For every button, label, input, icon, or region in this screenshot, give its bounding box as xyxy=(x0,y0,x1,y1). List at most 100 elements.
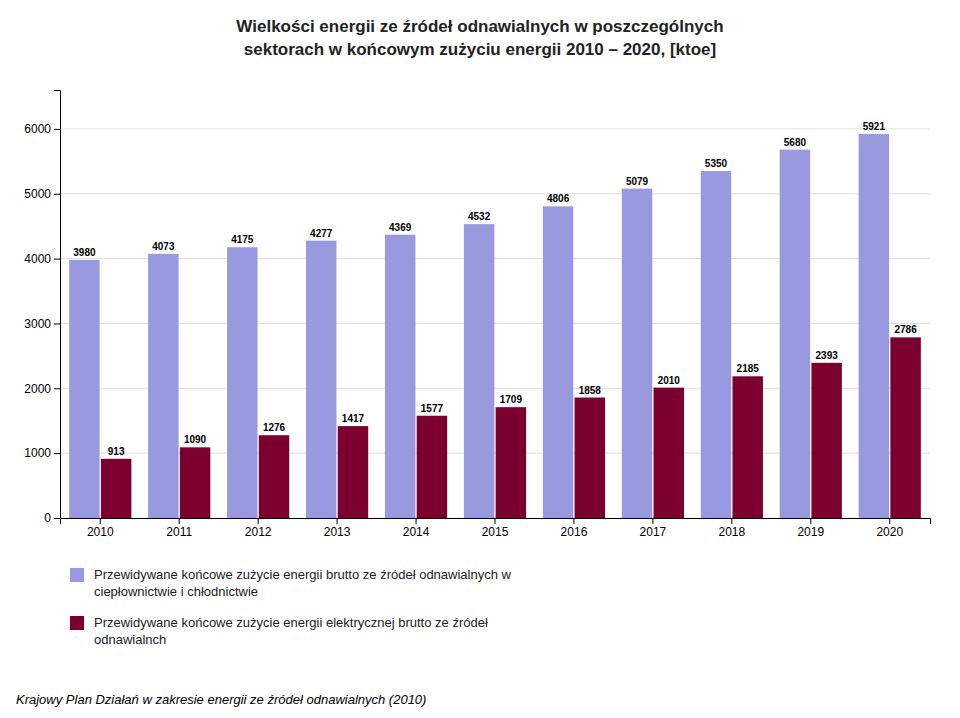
tick-label: 2010 xyxy=(87,525,114,539)
footnote: Krajowy Plan Działań w zakresie energii … xyxy=(16,692,426,707)
tick-label: 6000 xyxy=(24,122,51,136)
grid-line xyxy=(60,128,930,129)
bar xyxy=(306,241,336,518)
tick-mark xyxy=(573,518,574,524)
y-tick: 6000 xyxy=(24,122,60,136)
plot-area: 3980407341754277436945324806507953505680… xyxy=(24,91,930,539)
tick-label: 2014 xyxy=(403,525,430,539)
tick-mark xyxy=(54,453,60,454)
data-label: 2185 xyxy=(737,363,760,374)
bar xyxy=(622,189,652,518)
data-label: 5079 xyxy=(626,176,649,187)
y-tick: 5000 xyxy=(24,187,60,201)
x-tick: 2019 xyxy=(797,518,824,539)
bar xyxy=(654,388,684,518)
tick-label: 2019 xyxy=(797,525,824,539)
tick-mark xyxy=(495,518,496,524)
tick-label: 2016 xyxy=(561,525,588,539)
legend-swatch xyxy=(70,568,84,582)
data-label: 1417 xyxy=(342,413,365,424)
legend-item: Przewidywane końcowe zużycie energii ele… xyxy=(70,615,488,647)
data-label: 2786 xyxy=(894,324,917,335)
legend-item: Przewidywane końcowe zużycie energii bru… xyxy=(70,567,512,599)
bar xyxy=(732,376,762,518)
tick-mark xyxy=(652,518,653,524)
bar xyxy=(259,435,289,518)
bar xyxy=(890,337,920,518)
x-axis: 2010 2011 2012 2013 2014 2015 2016 2017 2018 2019… xyxy=(61,518,931,539)
bar xyxy=(811,363,841,518)
tick-mark xyxy=(258,518,259,524)
data-label: 1276 xyxy=(263,422,286,433)
data-label: 5680 xyxy=(784,137,807,148)
tick-mark xyxy=(54,323,60,324)
legend: Przewidywane końcowe zużycie energii bru… xyxy=(70,567,512,647)
x-tick: 2014 xyxy=(403,518,430,539)
tick-label: 4000 xyxy=(24,252,51,266)
bar xyxy=(859,134,889,518)
y-tick: 3000 xyxy=(24,317,60,331)
grid xyxy=(60,129,930,518)
data-label: 4806 xyxy=(547,193,570,204)
tick-mark xyxy=(54,259,60,260)
data-label: 4073 xyxy=(152,241,175,252)
bar xyxy=(148,254,178,518)
bar-series xyxy=(101,337,921,518)
bar xyxy=(101,459,131,518)
tick-mark xyxy=(337,518,338,524)
y-tick: 1000 xyxy=(24,446,60,460)
x-tick: 2012 xyxy=(245,518,272,539)
tick-mark xyxy=(810,518,811,524)
bar xyxy=(180,447,210,518)
tick-label: 0 xyxy=(44,511,51,525)
chart-title-line: sektorach w końcowym zużyciu energii 201… xyxy=(244,40,716,59)
tick-label: 2017 xyxy=(640,525,667,539)
legend-label-line: Przewidywane końcowe zużycie energii ele… xyxy=(94,615,488,630)
data-label: 1577 xyxy=(421,403,444,414)
bar xyxy=(701,171,731,518)
tick-label: 1000 xyxy=(24,446,51,460)
tick-label: 2020 xyxy=(876,525,903,539)
x-tick: 2017 xyxy=(640,518,667,539)
x-tick: 2020 xyxy=(876,518,903,539)
legend-label-line: Przewidywane końcowe zużycie energii bru… xyxy=(94,567,512,582)
bar xyxy=(227,247,257,518)
x-tick: 2018 xyxy=(718,518,745,539)
legend-label: Przewidywane końcowe zużycie energii ele… xyxy=(94,615,488,647)
y-tick: 4000 xyxy=(24,252,60,266)
tick-label: 2013 xyxy=(324,525,351,539)
bar xyxy=(417,416,447,518)
legend-label-line: odnawialnch xyxy=(94,632,166,647)
data-label: 5350 xyxy=(705,158,728,169)
chart-title: Wielkości energii ze źródeł odnawialnych… xyxy=(236,17,723,59)
data-label: 1858 xyxy=(579,385,602,396)
bar xyxy=(464,224,494,518)
data-label: 5921 xyxy=(863,121,886,132)
tick-mark xyxy=(100,518,101,524)
tick-label: 2000 xyxy=(24,382,51,396)
data-label: 4369 xyxy=(389,222,412,233)
y-tick: 2000 xyxy=(24,382,60,396)
legend-label: Przewidywane końcowe zużycie energii bru… xyxy=(94,567,512,599)
x-tick: 2015 xyxy=(482,518,509,539)
tick-mark xyxy=(54,518,60,519)
bar xyxy=(496,407,526,518)
tick-label: 2015 xyxy=(482,525,509,539)
bar-series xyxy=(69,134,889,518)
x-tick: 2010 xyxy=(87,518,114,539)
bars xyxy=(69,134,921,518)
bar xyxy=(575,398,605,518)
data-label: 3980 xyxy=(73,247,96,258)
tick-mark xyxy=(54,129,60,130)
data-label: 913 xyxy=(108,446,125,457)
data-label: 2393 xyxy=(816,350,839,361)
tick-label: 2012 xyxy=(245,525,272,539)
chart-svg: Wielkości energii ze źródeł odnawialnych… xyxy=(0,0,960,718)
bar xyxy=(385,235,415,518)
tick-label: 5000 xyxy=(24,187,51,201)
tick-mark xyxy=(179,518,180,524)
tick-label: 3000 xyxy=(24,317,51,331)
tick-label: 2011 xyxy=(166,525,192,539)
bar xyxy=(780,150,810,518)
tick-mark xyxy=(731,518,732,524)
